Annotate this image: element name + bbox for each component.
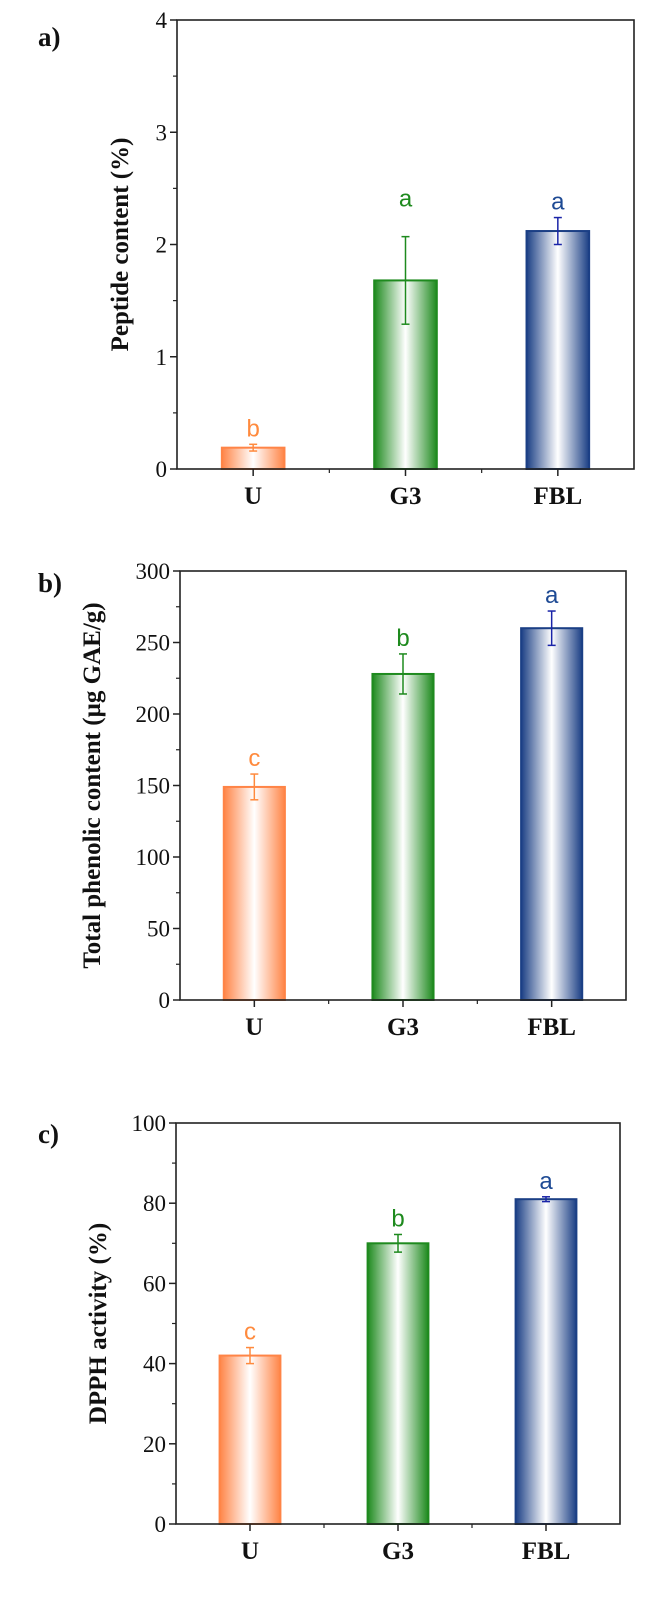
y-tick-label: 300 (136, 559, 171, 584)
y-tick-label: 60 (143, 1271, 166, 1296)
significance-letter: b (396, 625, 409, 652)
y-tick-label: 4 (156, 8, 168, 33)
x-tick-label: G3 (382, 1538, 414, 1565)
y-tick-label: 100 (132, 1111, 167, 1136)
y-axis-label: DPPH activity (%) (85, 1223, 112, 1424)
significance-letter: a (399, 186, 413, 213)
x-tick-label: FBL (527, 1014, 576, 1041)
y-tick-label: 150 (136, 774, 171, 799)
y-tick-label: 3 (156, 120, 168, 145)
y-tick-label: 0 (156, 457, 168, 482)
significance-letter: b (246, 415, 259, 442)
panel-label: a) (38, 22, 61, 52)
x-tick-label: G3 (390, 483, 422, 510)
chart-panel-c: c) c b a 0 20 40 60 80 100 U G3 FBL DPPH activity (%) (38, 1111, 621, 1565)
x-tick-label: U (244, 483, 262, 510)
y-tick-label: 40 (143, 1352, 166, 1377)
y-axis-label: Peptide content (%) (107, 138, 134, 352)
y-tick-label: 50 (147, 917, 170, 942)
significance-letter: c (248, 745, 260, 772)
x-tick-label: G3 (387, 1014, 419, 1041)
x-tick-label: FBL (534, 483, 583, 510)
panel-label: b) (38, 568, 62, 598)
significance-letter: a (551, 189, 565, 216)
significance-letter: a (545, 582, 559, 609)
y-tick-label: 100 (136, 845, 171, 870)
x-tick-label: U (245, 1014, 263, 1041)
y-tick-label: 0 (155, 1512, 167, 1537)
y-tick-label: 250 (136, 631, 171, 656)
bar-FBL (514, 1198, 578, 1525)
x-tick-label: FBL (522, 1538, 571, 1565)
y-tick-label: 0 (159, 988, 171, 1013)
bar-G3 (371, 672, 435, 1002)
y-tick-label: 80 (143, 1191, 166, 1216)
y-tick-label: 2 (156, 233, 168, 258)
y-tick-label: 20 (143, 1432, 166, 1457)
x-tick-label: U (241, 1538, 259, 1565)
bar-FBL (520, 627, 584, 1001)
significance-letter: b (391, 1205, 404, 1232)
bar-U (222, 785, 286, 1001)
significance-letter: c (244, 1319, 256, 1346)
significance-letter: a (539, 1168, 553, 1195)
bar-U (218, 1354, 282, 1525)
panel-label: c) (38, 1119, 59, 1149)
chart-panel-b: b) c b a 0 50 100 150 200 250 300 U G3 FBL Total pheno… (38, 559, 627, 1041)
bar-FBL (525, 230, 591, 470)
y-tick-label: 1 (156, 345, 168, 370)
chart-panel-a: a) b a a 0 1 2 3 4 U G3 FBL Peptide content (%) (38, 8, 635, 510)
y-tick-label: 200 (136, 702, 171, 727)
y-axis-label: Total phenolic content (µg GAE/g) (79, 602, 106, 968)
bar-G3 (366, 1242, 430, 1526)
